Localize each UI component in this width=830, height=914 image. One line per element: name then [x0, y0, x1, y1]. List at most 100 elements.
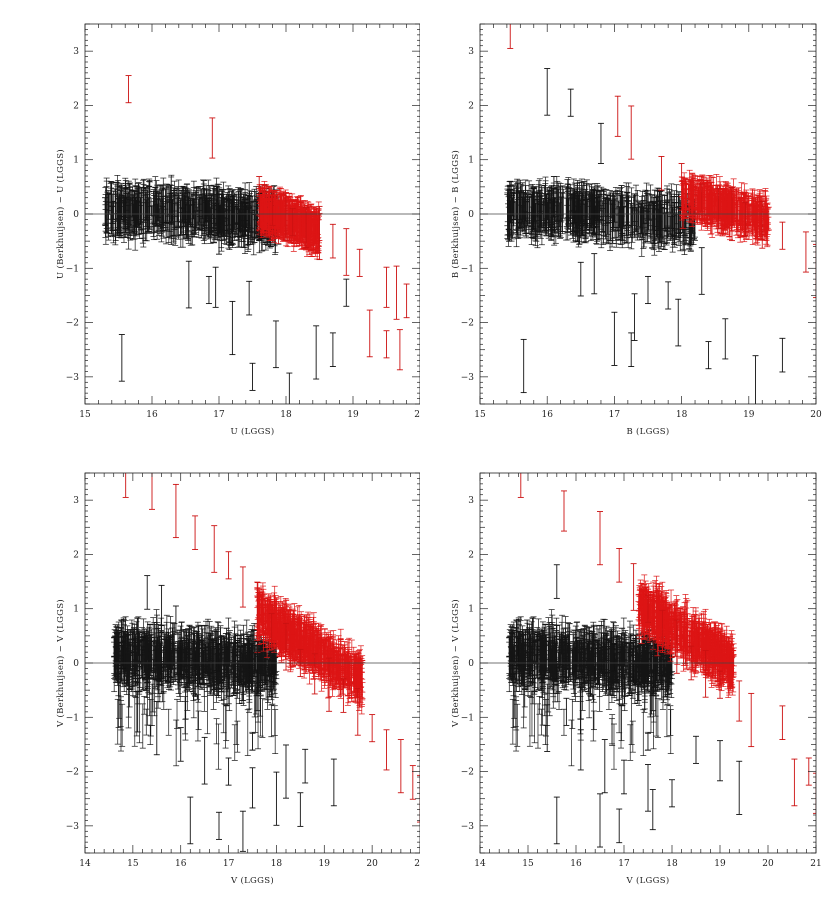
error-bar-red [294, 209, 301, 244]
data-point [396, 329, 403, 371]
error-bar-red [313, 222, 320, 245]
data-point [229, 189, 236, 244]
error-bar-black [240, 193, 247, 242]
plot-area [504, 24, 816, 404]
series-1 [125, 75, 410, 371]
x-tick-label: 20 [414, 410, 420, 420]
error-bar-black [154, 191, 161, 226]
data-point [118, 334, 125, 382]
error-bar-black [136, 187, 143, 239]
error-bar-red [309, 217, 316, 255]
error-bar-red [308, 211, 315, 251]
error-bar-cloud [102, 174, 323, 260]
error-bar-black [160, 184, 167, 239]
data-point [189, 204, 196, 246]
data-point [246, 280, 253, 316]
ticks [84, 23, 420, 405]
data-point [125, 75, 132, 104]
error-bar-black [251, 214, 258, 238]
panel-u: 15 16 17 18 19 20 −3 −2 −1 0 1 2 3 U (LGGS) U (Berkhui… [55, 23, 420, 437]
y-tick-label: −2 [66, 319, 79, 329]
error-bar-black [163, 183, 170, 224]
data-point [316, 205, 323, 261]
y-axis-label: U (Berkhuijsen) − U (LGGS) [55, 149, 66, 279]
error-bar-black [210, 184, 217, 230]
error-bar-red [290, 207, 297, 252]
error-bar-red [262, 204, 269, 223]
data-point [343, 278, 350, 307]
data-point [286, 372, 293, 404]
data-point [272, 320, 279, 369]
data-point [269, 191, 276, 226]
error-bar-black [140, 178, 147, 220]
y-tick-label: 0 [73, 210, 79, 220]
error-bar-red [311, 219, 318, 244]
error-bar-black [102, 193, 109, 224]
error-bar-black [126, 183, 133, 237]
data-point [162, 188, 169, 224]
data-point [122, 188, 129, 230]
error-bar-red [265, 187, 272, 233]
x-axis-label: U (LGGS) [231, 426, 275, 437]
error-bar-black [185, 196, 192, 226]
data-point [329, 223, 336, 259]
error-bar-black [118, 182, 125, 236]
error-bar-red [281, 204, 288, 227]
error-bar-black [130, 203, 137, 221]
data-point [283, 192, 289, 241]
data-point [366, 309, 373, 358]
data-point [212, 266, 219, 308]
error-bar-black [165, 200, 172, 243]
data-point [182, 187, 189, 236]
error-bar-black [226, 188, 233, 243]
x-tick-label: 16 [146, 410, 158, 420]
error-bar-red [307, 208, 314, 245]
error-bar-black [105, 202, 112, 220]
error-bar-black [179, 186, 186, 222]
error-bar-black [217, 205, 224, 234]
data-point [102, 197, 109, 226]
data-point [209, 117, 216, 159]
x-tick-label: 19 [347, 410, 359, 420]
x-tick-label: 17 [213, 410, 225, 420]
error-bar-black [145, 197, 152, 233]
error-bar-black [129, 196, 136, 217]
error-bar-red [278, 188, 285, 234]
error-bar-black [172, 195, 179, 217]
error-bar-black [223, 200, 230, 221]
data-point [202, 194, 209, 223]
error-bar-black [167, 184, 174, 237]
error-bar-black [154, 203, 161, 222]
error-bar-black [207, 185, 214, 237]
error-bar-black [119, 196, 126, 223]
error-bar-black [245, 195, 252, 250]
error-bar-red [306, 216, 313, 243]
data-point [236, 213, 243, 248]
error-bar-black [132, 199, 139, 228]
y-tick-label: −3 [66, 373, 80, 383]
y-tick-label: 2 [73, 101, 79, 111]
data-point [356, 248, 363, 277]
data-point [403, 283, 410, 319]
error-bar-red [296, 205, 303, 247]
data-point [289, 208, 296, 237]
error-bar-black [200, 189, 207, 241]
error-bar-red [293, 203, 300, 223]
error-bar-black [135, 202, 142, 235]
x-tick-label: 18 [280, 410, 292, 420]
error-bar-black [195, 186, 202, 238]
data-point [383, 330, 390, 359]
data-point [205, 275, 212, 305]
data-point [256, 176, 263, 231]
error-bar-black [193, 187, 200, 211]
error-bar-black [117, 187, 124, 234]
data-point [313, 325, 320, 380]
error-bar-black [105, 189, 112, 237]
error-bar-black [175, 179, 182, 228]
data-point [242, 202, 249, 237]
y-tick-label: −1 [66, 264, 79, 274]
x-tick-label: 15 [79, 410, 91, 420]
error-bar-black [223, 198, 230, 240]
